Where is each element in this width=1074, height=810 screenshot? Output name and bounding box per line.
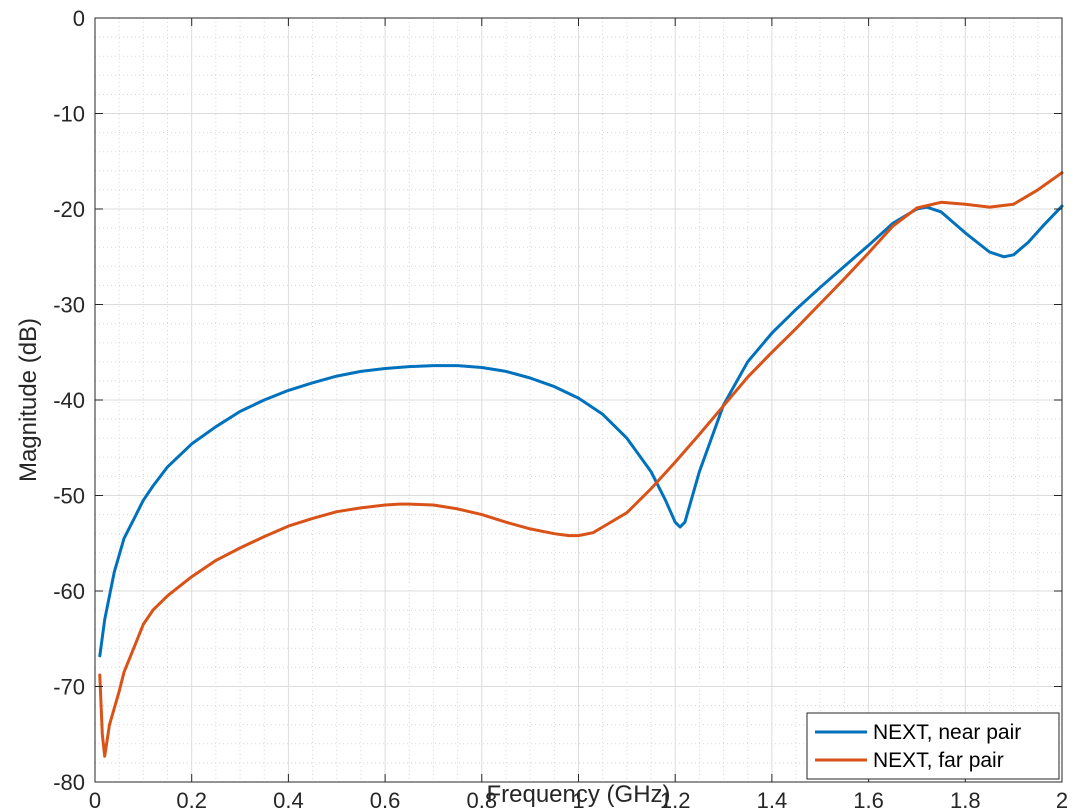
y-tick-label: -70 xyxy=(53,675,85,700)
grid xyxy=(94,17,1063,783)
legend: NEXT, near pair NEXT, far pair xyxy=(806,712,1060,780)
y-tick-label: -10 xyxy=(53,102,85,127)
legend-label: NEXT, far pair xyxy=(873,749,1004,772)
y-tick-label: -30 xyxy=(53,293,85,318)
legend-box xyxy=(806,712,1060,780)
y-axis-label: Magnitude (dB) xyxy=(15,318,42,482)
x-tick-label: 1.8 xyxy=(950,788,981,810)
y-tick-label: -40 xyxy=(53,388,85,413)
x-tick-label: 2 xyxy=(1056,788,1068,810)
series-line-2 xyxy=(98,171,1064,758)
y-tick-label: -20 xyxy=(53,197,85,222)
x-tick-label: 0.8 xyxy=(467,788,498,810)
x-tick-label: 0 xyxy=(89,788,101,810)
x-axis-label: Frequency (GHz) xyxy=(486,781,670,808)
x-tick-label: 1.6 xyxy=(853,788,884,810)
x-tick-label: 0.4 xyxy=(273,788,304,810)
tick-layer: 0 0.2 0.4 0.6 0.8 1 1.2 1.4 1.6 1.8 2 0 -10 -20 -30 -40… xyxy=(53,6,1068,810)
y-tick-label: -50 xyxy=(53,484,85,509)
legend-label: NEXT, near pair xyxy=(873,721,1021,744)
x-tick-label: 1.2 xyxy=(660,788,691,810)
x-tick-label: 1.4 xyxy=(757,788,788,810)
y-tick-label: 0 xyxy=(73,6,85,31)
x-tick-label: 0.2 xyxy=(176,788,207,810)
x-tick-label: 1 xyxy=(572,788,584,810)
x-tick-label: 0.6 xyxy=(370,788,401,810)
series-layer xyxy=(98,171,1064,758)
y-tick-label: -60 xyxy=(53,579,85,604)
y-tick-label: -80 xyxy=(53,770,85,795)
